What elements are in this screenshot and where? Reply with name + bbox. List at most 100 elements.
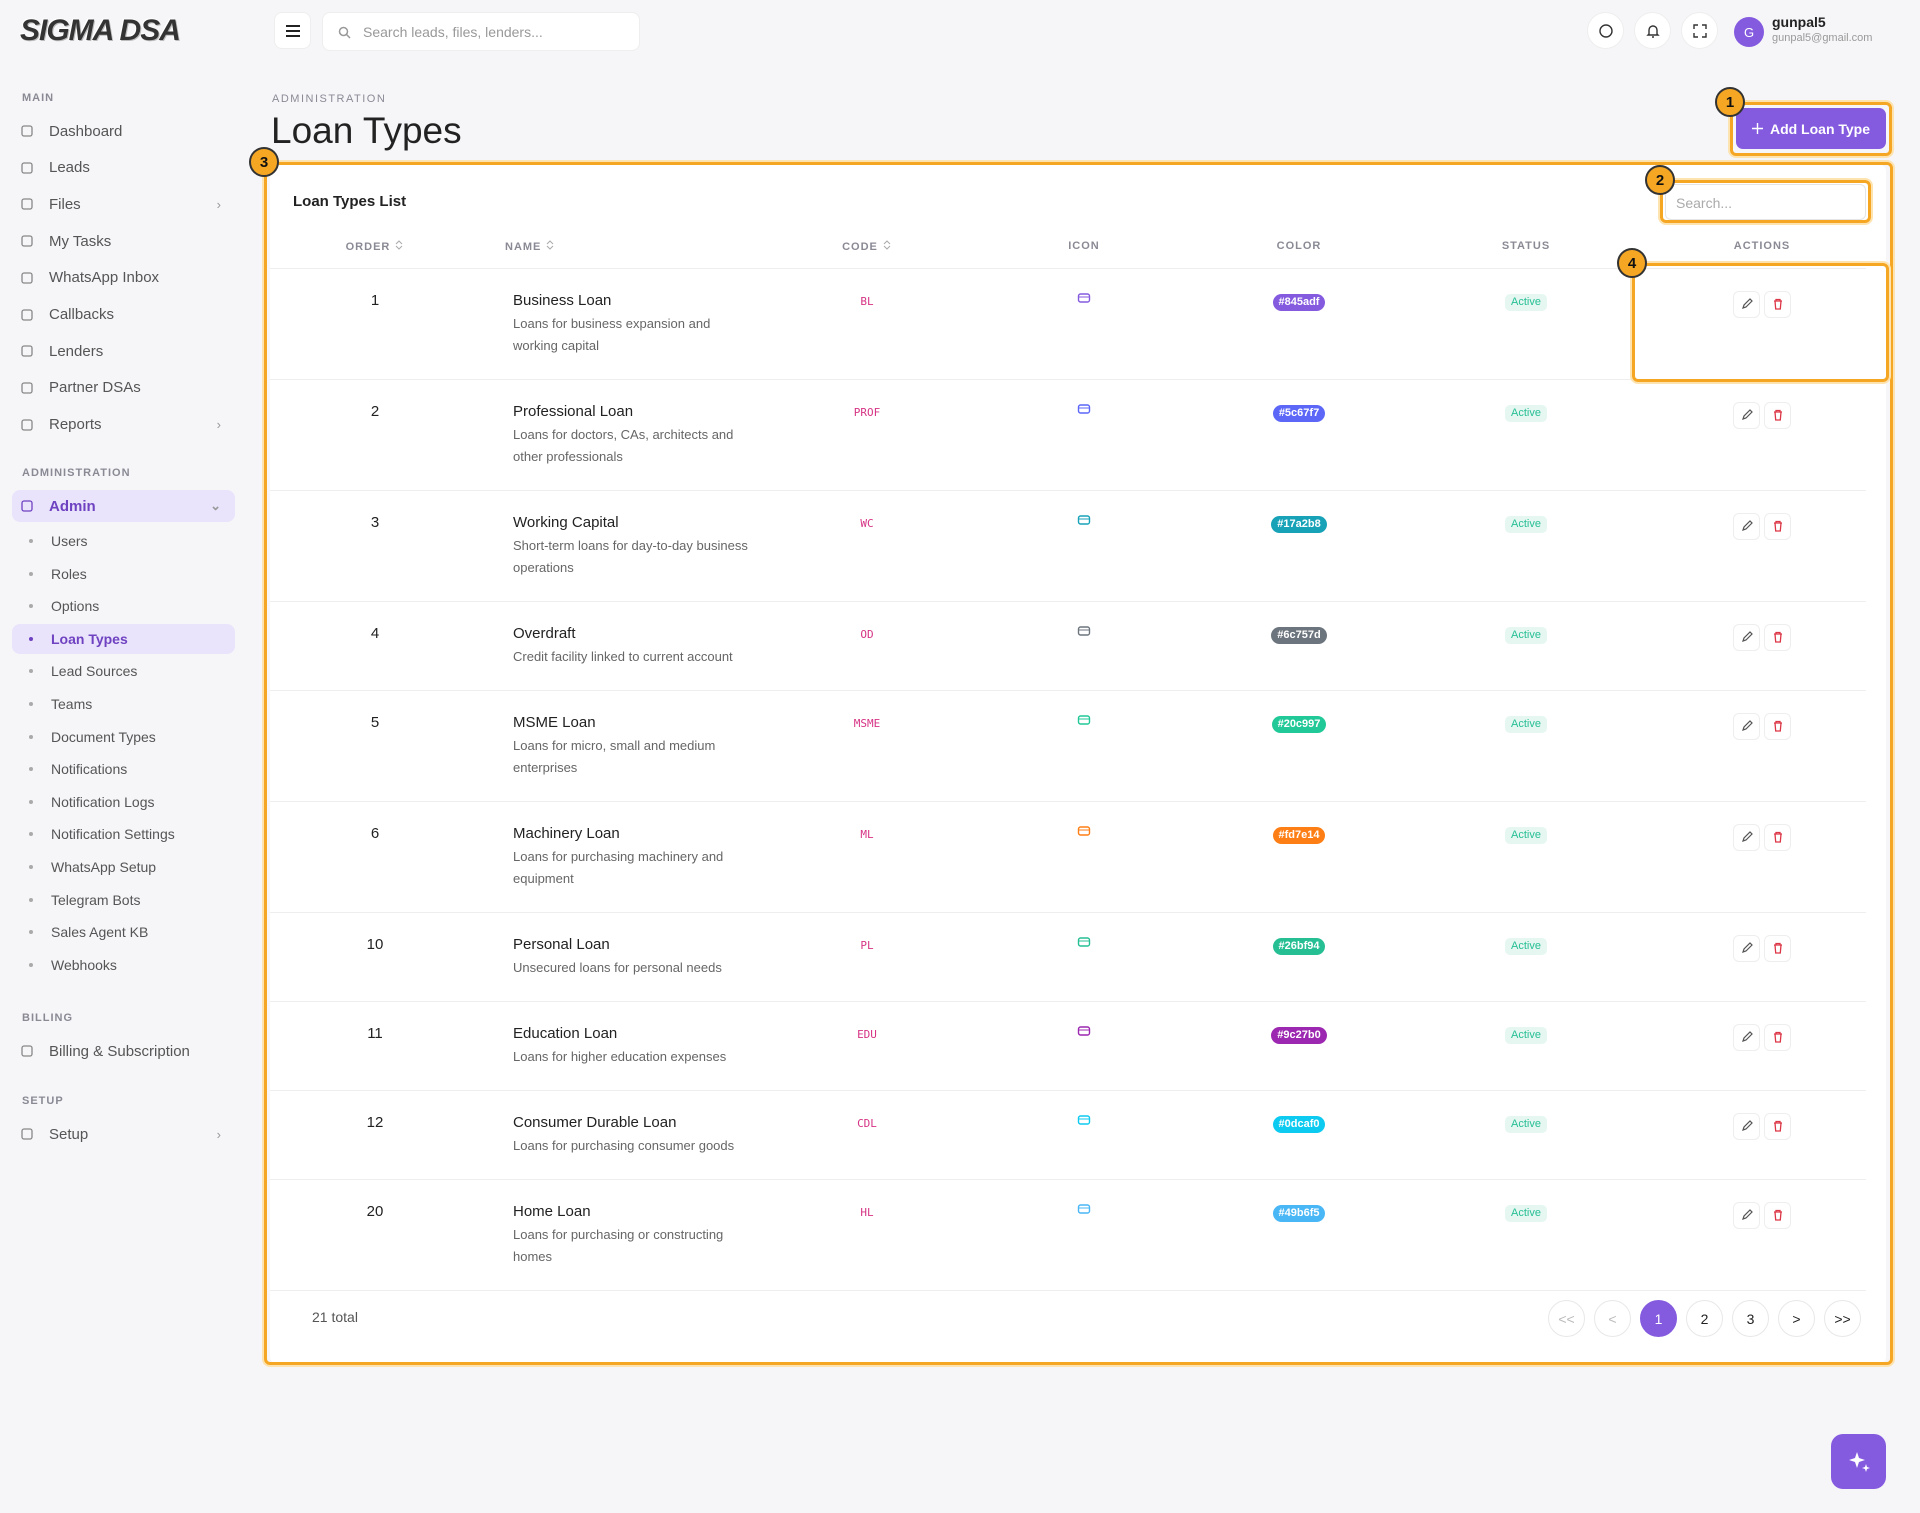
edit-button[interactable] [1733, 401, 1760, 429]
delete-button[interactable] [1764, 1112, 1791, 1140]
delete-button[interactable] [1764, 290, 1791, 318]
nav-label: Dashboard [49, 122, 123, 140]
fullscreen-button[interactable] [1681, 12, 1718, 49]
nav-subitem[interactable]: Notifications [12, 754, 235, 784]
nav-label: Partner DSAs [49, 379, 141, 397]
actions-cell [1658, 801, 1866, 913]
nav-subitem[interactable]: Roles [12, 559, 235, 589]
edit-button[interactable] [1733, 1023, 1760, 1051]
nav-item[interactable]: Files › [12, 188, 235, 220]
delete-button[interactable] [1764, 1201, 1791, 1229]
column-header[interactable]: ORDER [270, 225, 480, 269]
edit-button[interactable] [1733, 934, 1760, 962]
nav-item[interactable]: Reports › [12, 409, 235, 441]
nav-label: Leads [49, 159, 90, 177]
brand[interactable]: SIGMA DSA [20, 14, 181, 47]
global-search[interactable]: Search leads, files, lenders... [322, 12, 640, 51]
nav-label: Webhooks [51, 956, 117, 973]
delete-button[interactable] [1764, 823, 1791, 851]
menu-toggle[interactable] [274, 12, 311, 49]
whatsapp-button[interactable] [1587, 12, 1624, 49]
nav-label: Roles [51, 565, 87, 582]
edit-button[interactable] [1733, 712, 1760, 740]
actions-cell [1658, 268, 1866, 380]
edit-button[interactable] [1733, 512, 1760, 540]
nav-item[interactable]: Billing & Subscription [12, 1035, 235, 1067]
delete-button[interactable] [1764, 401, 1791, 429]
table-row: 4 Overdraft Credit facility linked to curr… [270, 601, 1866, 691]
table-row: 20 Home Loan Loans for purchasing or const… [270, 1179, 1866, 1291]
nav-item[interactable]: Lenders [12, 335, 235, 367]
delete-button[interactable] [1764, 623, 1791, 651]
nav-item[interactable]: Callbacks [12, 299, 235, 331]
nav-subitem[interactable]: Notification Logs [12, 787, 235, 817]
delete-button[interactable] [1764, 512, 1791, 540]
color-cell: #17a2b8 [1204, 490, 1394, 602]
column-header: ACTIONS [1658, 225, 1866, 269]
page-button[interactable]: 2 [1686, 1300, 1723, 1337]
column-header[interactable]: NAME [480, 225, 770, 269]
loan-name: Professional Loan [513, 402, 634, 420]
order: 6 [270, 801, 480, 913]
nav-item[interactable]: Leads [12, 152, 235, 184]
nav-label: Loan Types [51, 630, 128, 647]
nav-subitem[interactable]: Webhooks [12, 950, 235, 980]
nav-subitem[interactable]: WhatsApp Setup [12, 852, 235, 882]
page-button[interactable]: >> [1824, 1300, 1861, 1337]
delete-button[interactable] [1764, 934, 1791, 962]
add-button[interactable]: Add Loan Type [1736, 108, 1886, 149]
table-search[interactable]: Search... [1665, 184, 1866, 220]
page-button[interactable]: 1 [1640, 1300, 1677, 1337]
color-badge: #845adf [1272, 293, 1326, 311]
loan-icon [1077, 292, 1091, 303]
nav-item[interactable]: WhatsApp Inbox [12, 262, 235, 294]
delete-button[interactable] [1764, 712, 1791, 740]
color-cell: #0dcaf0 [1204, 1090, 1394, 1180]
nav-item[interactable]: My Tasks [12, 225, 235, 257]
nav-item[interactable]: Admin ⌄ [12, 490, 235, 522]
page-button[interactable]: > [1778, 1300, 1815, 1337]
name-cell: Overdraft Credit facility linked to curre… [480, 601, 770, 691]
user-name: gunpal5 [1772, 14, 1826, 30]
color-badge: #9c27b0 [1271, 1026, 1327, 1044]
edit-button[interactable] [1733, 623, 1760, 651]
notifications-button[interactable] [1634, 12, 1671, 49]
name-cell: Personal Loan Unsecured loans for persona… [480, 912, 770, 1002]
nav-item[interactable]: Dashboard [12, 115, 235, 147]
nav-subitem[interactable]: Loan Types [12, 623, 235, 654]
status-cell: Active [1394, 912, 1658, 1002]
table-row: 5 MSME Loan Loans for micro, small and med… [270, 690, 1866, 802]
loan-description: Loans for micro, small and medium enterp… [513, 737, 716, 775]
nav-item[interactable]: Partner DSAs [12, 372, 235, 404]
nav-subitem[interactable]: Sales Agent KB [12, 917, 235, 947]
loan-icon [1077, 514, 1091, 525]
order: 20 [270, 1179, 480, 1291]
nav-subitem[interactable]: Notification Settings [12, 819, 235, 849]
order: 4 [270, 601, 480, 691]
nav-subitem[interactable]: Telegram Bots [12, 885, 235, 915]
nav-subitem[interactable]: Options [12, 591, 235, 621]
edit-button[interactable] [1733, 823, 1760, 851]
nav-subitem[interactable]: Lead Sources [12, 656, 235, 686]
page-button[interactable]: 3 [1732, 1300, 1769, 1337]
loan-types-table: ORDER NAME CODE ICON COLOR STATUS ACTIONS 1 Busi… [270, 225, 1866, 1291]
edit-button[interactable] [1733, 1201, 1760, 1229]
ai-assistant-button[interactable] [1831, 1434, 1886, 1489]
column-header: ICON [964, 225, 1204, 269]
nav-item[interactable]: Setup › [12, 1118, 235, 1150]
edit-button[interactable] [1733, 1112, 1760, 1140]
nav-subitem[interactable]: Teams [12, 689, 235, 719]
nav-subitem[interactable]: Users [12, 526, 235, 556]
edit-button[interactable] [1733, 290, 1760, 318]
icon-cell [964, 801, 1204, 913]
nav-subitem[interactable]: Document Types [12, 722, 235, 752]
delete-button[interactable] [1764, 1023, 1791, 1051]
nav-label: Users [51, 533, 88, 549]
code: EDU [857, 1027, 877, 1041]
status-cell: Active [1394, 1179, 1658, 1291]
loan-description: Short-term loans for day-to-day business… [513, 537, 748, 575]
column-header[interactable]: CODE [770, 225, 964, 269]
actions [1733, 1201, 1791, 1229]
avatar[interactable]: G [1734, 17, 1764, 47]
